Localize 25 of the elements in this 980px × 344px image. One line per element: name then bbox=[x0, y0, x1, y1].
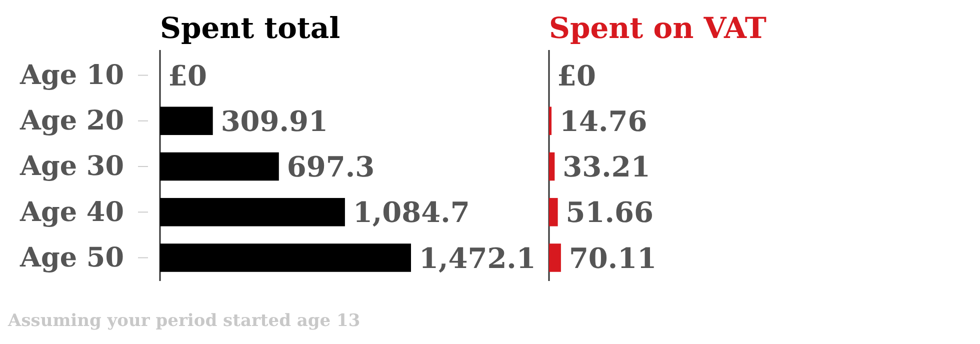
bar bbox=[549, 198, 558, 226]
y-tick-label: Age 20 bbox=[19, 106, 124, 137]
bar bbox=[160, 198, 345, 226]
y-tick-label: Age 30 bbox=[19, 151, 124, 182]
bar bbox=[549, 152, 555, 181]
bar bbox=[160, 106, 213, 136]
y-tick-label: Age 10 bbox=[19, 60, 124, 91]
data-label: 697.3 bbox=[286, 150, 375, 184]
y-tick-label: Age 50 bbox=[19, 242, 124, 274]
data-label: 309.91 bbox=[220, 104, 328, 138]
bar bbox=[549, 106, 552, 136]
bar bbox=[160, 152, 279, 181]
data-label: 51.66 bbox=[566, 196, 654, 230]
data-label: 70.11 bbox=[568, 242, 657, 275]
data-label: £0 bbox=[557, 59, 596, 92]
data-label: 14.76 bbox=[560, 104, 648, 138]
bar bbox=[160, 244, 411, 272]
bar bbox=[549, 244, 561, 272]
data-label: £0 bbox=[168, 59, 207, 92]
data-label: 1,472.1 bbox=[419, 242, 536, 275]
y-tick-label: Age 40 bbox=[19, 196, 124, 228]
data-label: 1,084.7 bbox=[352, 196, 470, 230]
text: Spent on VAT bbox=[549, 11, 767, 45]
data-label: 33.21 bbox=[562, 150, 650, 184]
chart-title: Spent total bbox=[160, 11, 340, 45]
